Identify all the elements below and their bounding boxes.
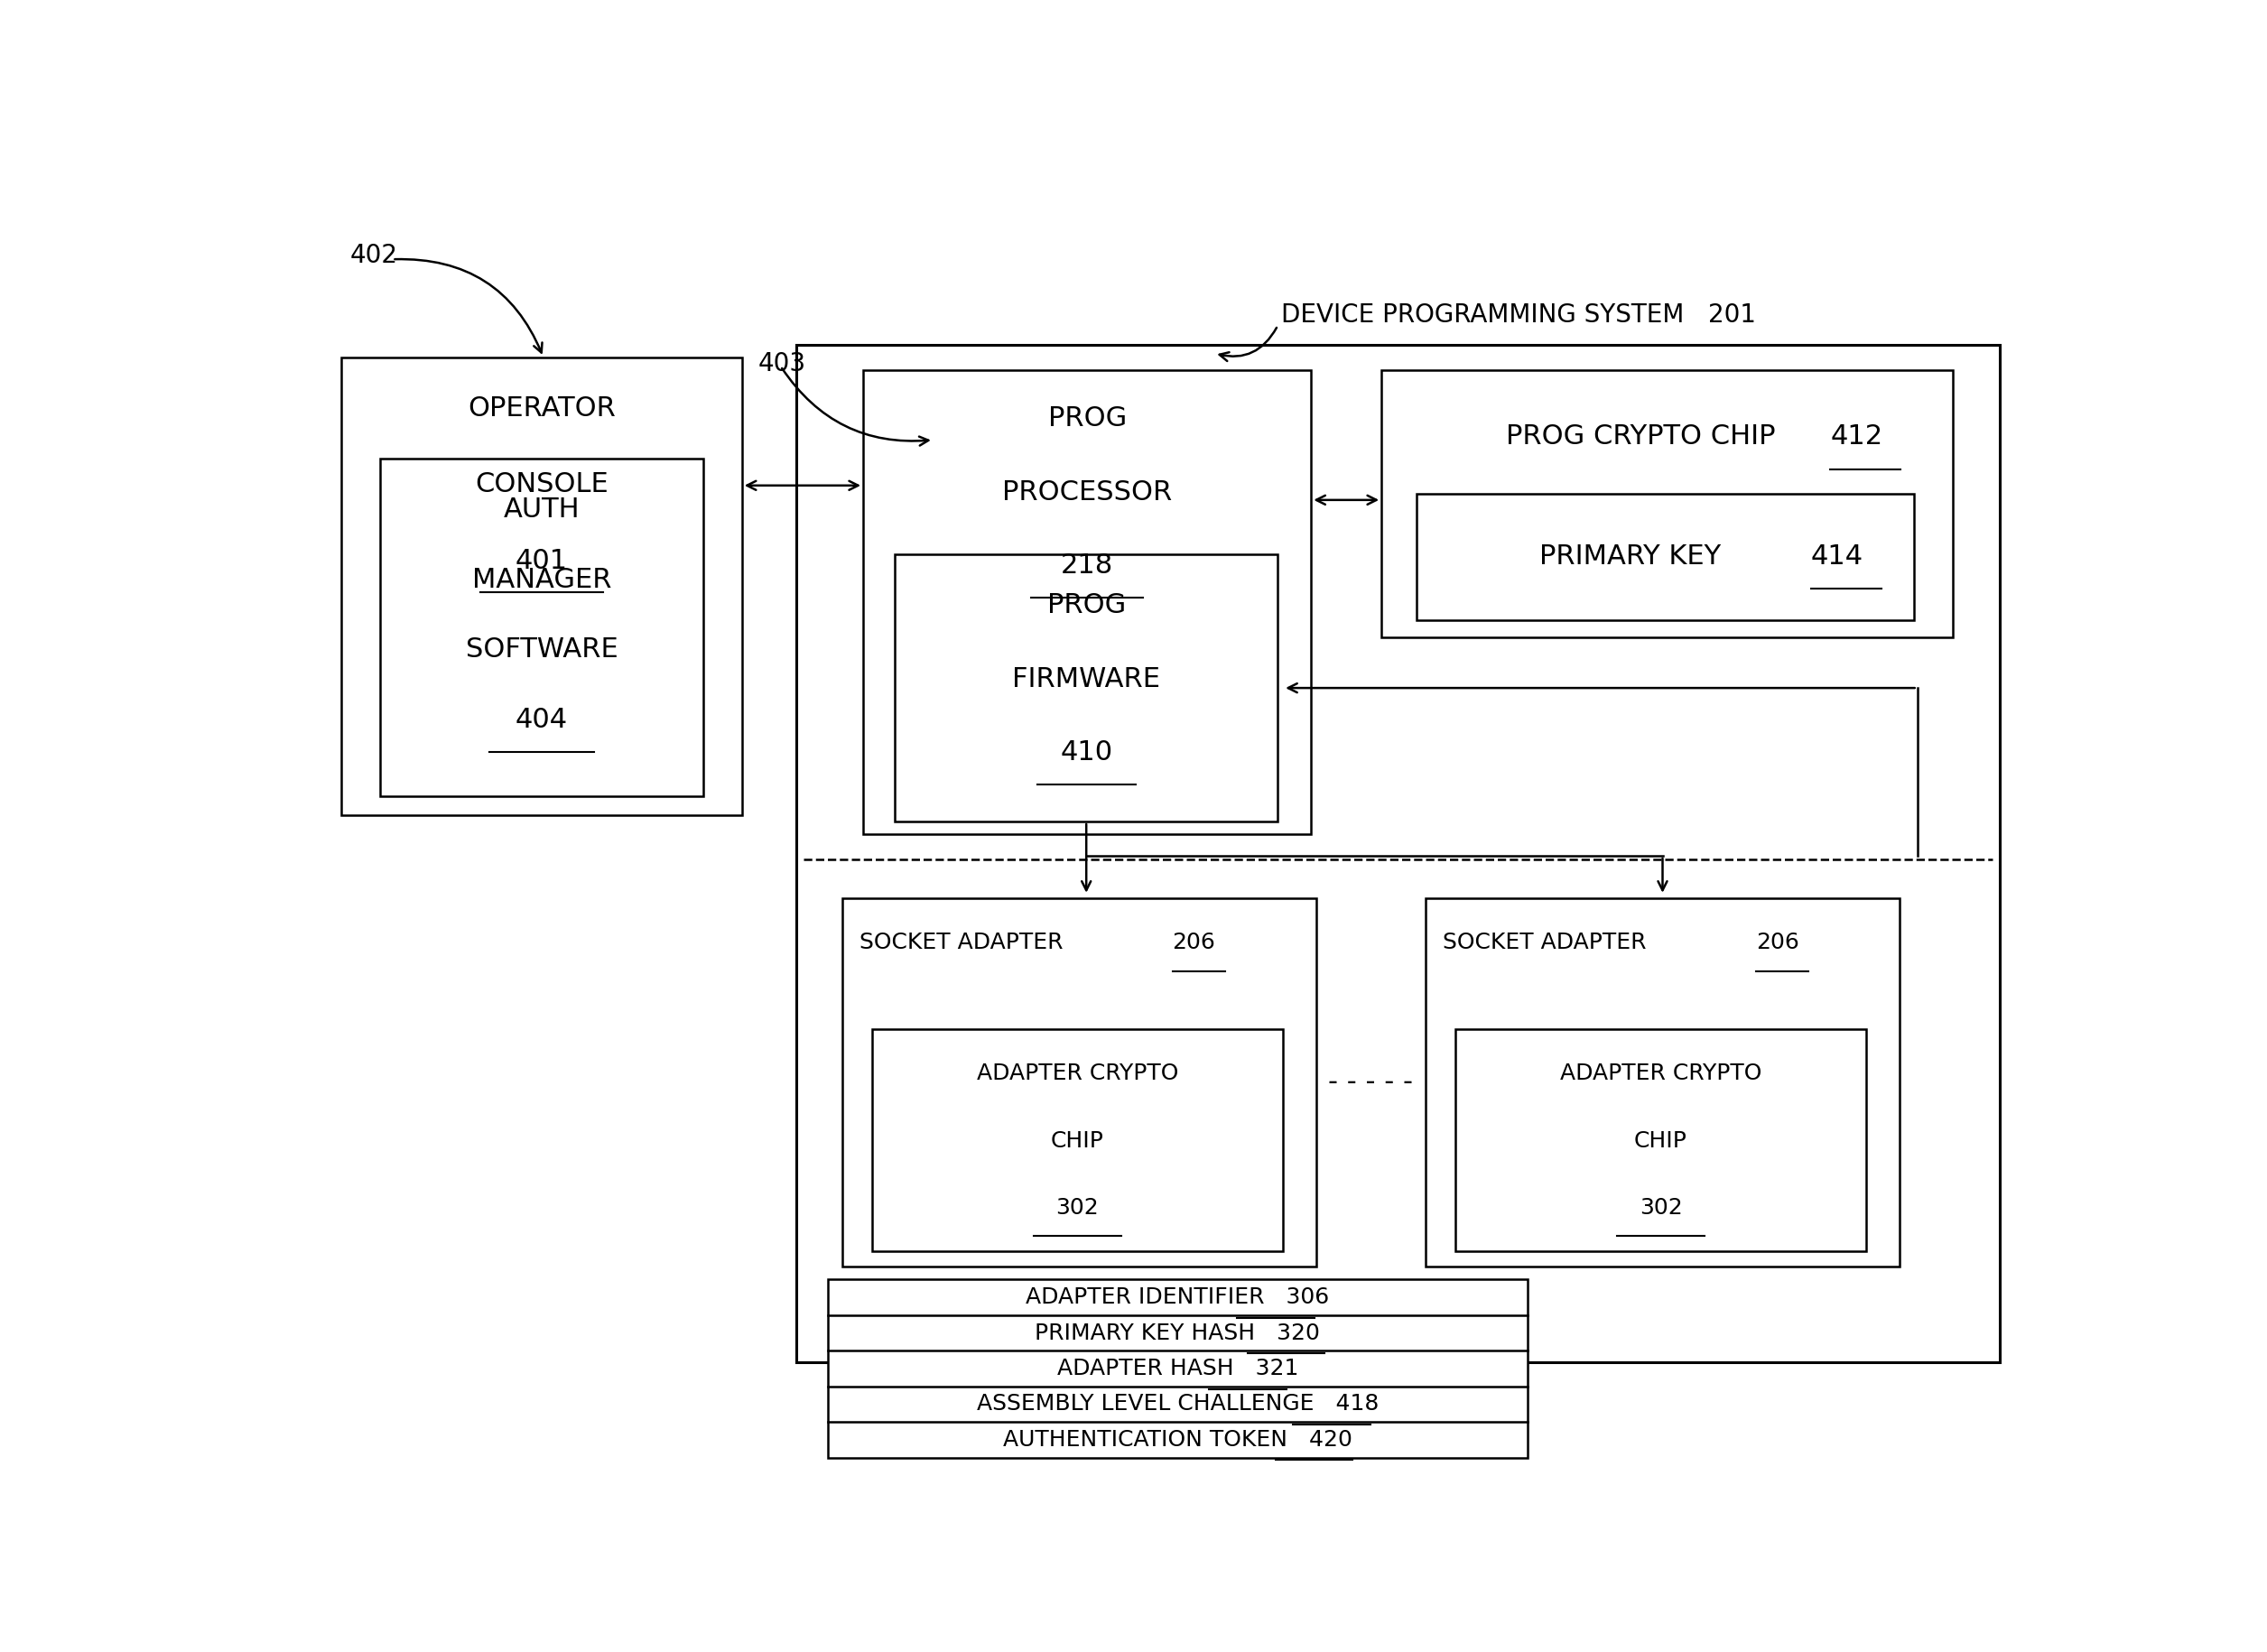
- Text: SOCKET ADAPTER: SOCKET ADAPTER: [859, 932, 1063, 953]
- Bar: [827, 1279, 1528, 1457]
- Text: PROCESSOR: PROCESSOR: [1002, 479, 1172, 506]
- Bar: [895, 555, 1279, 821]
- Bar: [342, 357, 741, 814]
- Text: CHIP: CHIP: [1052, 1130, 1104, 1151]
- Text: PRIMARY KEY: PRIMARY KEY: [1539, 544, 1721, 570]
- Bar: [381, 459, 703, 796]
- Text: ADAPTER CRYPTO: ADAPTER CRYPTO: [977, 1062, 1179, 1084]
- Text: 206: 206: [1755, 932, 1800, 953]
- Text: 412: 412: [1829, 423, 1884, 449]
- Text: MANAGER: MANAGER: [472, 567, 612, 593]
- Bar: [873, 1029, 1283, 1252]
- Bar: [796, 345, 1999, 1363]
- Text: ADAPTER CRYPTO: ADAPTER CRYPTO: [1560, 1062, 1761, 1084]
- Text: 414: 414: [1811, 544, 1863, 570]
- Bar: [1455, 1029, 1866, 1252]
- Text: SOFTWARE: SOFTWARE: [465, 636, 619, 662]
- Text: CONSOLE: CONSOLE: [476, 471, 608, 497]
- Text: 218: 218: [1061, 553, 1113, 578]
- Text: 404: 404: [515, 707, 567, 733]
- Text: ASSEMBLY LEVEL CHALLENGE   418: ASSEMBLY LEVEL CHALLENGE 418: [977, 1393, 1378, 1416]
- Text: PROG: PROG: [1047, 591, 1127, 618]
- Text: 402: 402: [349, 243, 399, 268]
- Text: ADAPTER HASH   321: ADAPTER HASH 321: [1056, 1358, 1299, 1379]
- Text: CHIP: CHIP: [1635, 1130, 1687, 1151]
- Text: DEVICE PROGRAMMING SYSTEM   201: DEVICE PROGRAMMING SYSTEM 201: [1281, 302, 1757, 327]
- Text: FIRMWARE: FIRMWARE: [1013, 666, 1161, 692]
- Bar: [841, 899, 1317, 1267]
- Text: OPERATOR: OPERATOR: [467, 395, 617, 421]
- Text: ADAPTER IDENTIFIER   306: ADAPTER IDENTIFIER 306: [1027, 1287, 1328, 1308]
- Bar: [1426, 899, 1900, 1267]
- Bar: [1417, 494, 1913, 621]
- Text: PRIMARY KEY HASH   320: PRIMARY KEY HASH 320: [1036, 1322, 1319, 1343]
- Text: AUTHENTICATION TOKEN   420: AUTHENTICATION TOKEN 420: [1002, 1429, 1353, 1450]
- Text: 302: 302: [1056, 1198, 1099, 1219]
- Text: PROG CRYPTO CHIP: PROG CRYPTO CHIP: [1505, 423, 1775, 449]
- Text: - - - - -: - - - - -: [1328, 1069, 1412, 1095]
- Bar: [1381, 370, 1952, 638]
- Text: 206: 206: [1172, 932, 1215, 953]
- Text: 403: 403: [757, 350, 805, 377]
- Text: AUTH: AUTH: [503, 497, 580, 524]
- Text: SOCKET ADAPTER: SOCKET ADAPTER: [1444, 932, 1646, 953]
- Text: 401: 401: [515, 548, 567, 573]
- Text: 302: 302: [1639, 1198, 1682, 1219]
- Bar: [864, 370, 1310, 834]
- Text: PROG: PROG: [1047, 405, 1127, 431]
- Text: 410: 410: [1061, 740, 1113, 767]
